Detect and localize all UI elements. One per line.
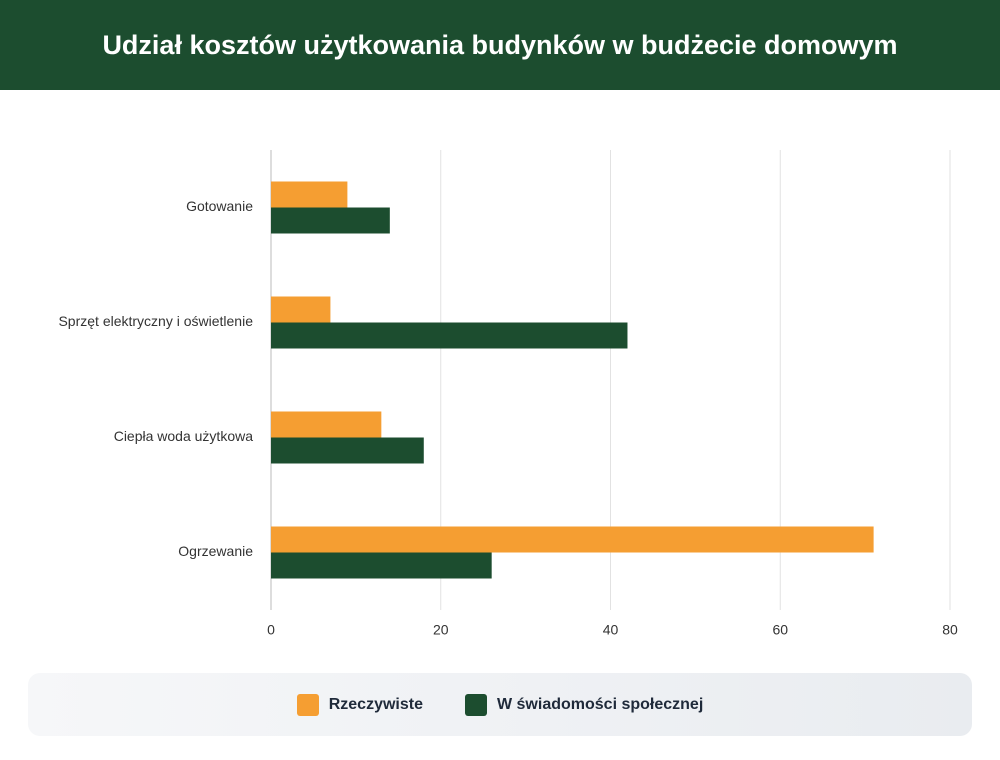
y-tick-label: Ciepła woda użytkowa (114, 428, 254, 444)
y-tick-label: Sprzęt elektryczny i oświetlenie (58, 313, 253, 329)
x-tick-label: 60 (772, 622, 788, 638)
legend-swatch (464, 693, 487, 716)
bar (271, 181, 348, 208)
legend-label: Rzeczywiste (328, 695, 423, 713)
legend-swatch (296, 693, 319, 716)
bar (271, 322, 628, 349)
bar (271, 207, 390, 234)
bar (271, 437, 424, 464)
x-tick-label: 40 (603, 622, 619, 638)
x-tick-label: 0 (267, 622, 275, 638)
legend-item[interactable]: W świadomości społecznej (464, 693, 704, 716)
bar (271, 411, 382, 438)
bar (271, 552, 492, 579)
y-tick-label: Gotowanie (186, 198, 253, 214)
legend: Rzeczywiste W świadomości społecznej (28, 673, 972, 736)
y-tick-label: Ogrzewanie (178, 543, 253, 559)
x-tick-label: 80 (942, 622, 958, 638)
legend-label: W świadomości społecznej (496, 695, 704, 713)
bar (271, 296, 331, 323)
chart: 0 20 40 60 80 Gotowanie Sprzęt elektryczny i o… (58, 150, 958, 638)
chart-title: Udział kosztów użytkowania budynków w bu… (0, 0, 1000, 90)
x-tick-label: 20 (433, 622, 449, 638)
legend-item[interactable]: Rzeczywiste (296, 693, 423, 716)
bar (271, 526, 874, 553)
